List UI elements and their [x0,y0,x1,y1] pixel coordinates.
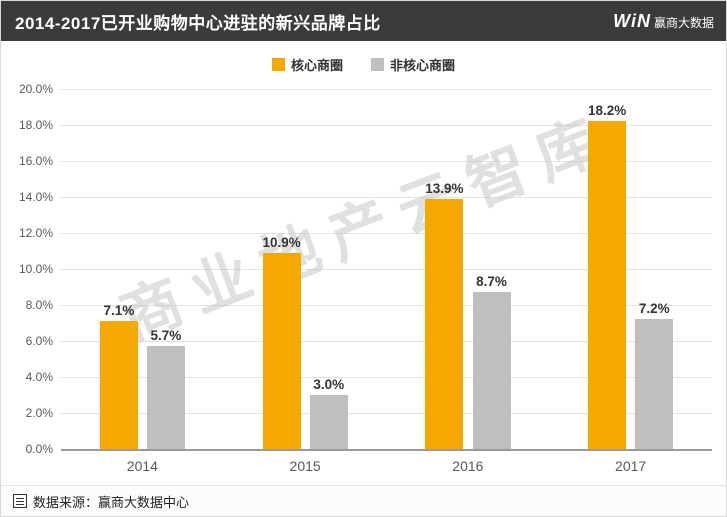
x-axis-label: 2014 [126,458,158,474]
title-bar: 2014-2017已开业购物中心进驻的新兴品牌占比 WiN 赢商大数据 [1,1,726,41]
bar [146,346,185,449]
y-tick-label: 10.0% [18,262,53,276]
bar-with-label: 8.7% [472,89,511,449]
bar-with-label: 18.2% [588,89,626,449]
legend-swatch-icon [371,57,384,71]
win-logo-icon: WiN [613,10,651,31]
y-tick-label: 16.0% [18,154,53,168]
bar-with-label: 5.7% [146,89,185,449]
bar-group: 10.9% 3.0% [224,89,387,449]
y-tick-label: 0.0% [25,442,53,456]
legend-label: 核心商圈 [290,57,343,73]
bar-with-label: 3.0% [309,89,348,449]
bar [635,319,674,449]
brand-logo-label: 赢商大数据 [653,15,714,30]
x-axis-labels: 2014 2015 2016 2017 [61,451,712,481]
value-label: 7.2% [638,301,670,317]
bar-with-label: 7.2% [635,89,674,449]
y-tick-label: 4.0% [25,370,53,384]
value-label: 10.9% [262,234,301,250]
bar-groups: 7.1% 5.7% 10.9% 3.0% 13.9% 8.7% 18.2% 7.2% [61,89,712,449]
bar-group: 7.1% 5.7% [61,89,224,449]
value-label: 18.2% [587,103,627,119]
value-label: 13.9% [425,180,464,196]
bar [99,321,138,449]
page-title: 2014-2017已开业购物中心进驻的新兴品牌占比 [15,13,381,33]
bar-with-label: 7.1% [99,89,138,449]
bar [262,252,301,449]
y-tick-label: 2.0% [25,406,53,420]
legend-item: 核心商圈 [271,55,343,74]
legend-label: 非核心商圈 [390,57,456,73]
bar [588,121,627,449]
gridline [61,161,712,162]
y-tick-label: 6.0% [25,334,53,348]
bar [309,395,348,449]
gridline [61,341,712,342]
gridline [61,377,712,378]
plot-area: 20.0% 18.0% 16.0% 14.0% 12.0% 10.0% 8.0% 6.0% 4.… [19,82,712,456]
source-text: 数据来源：赢商大数据中心 [33,494,190,510]
bar-with-label: 13.9% [425,89,464,449]
brand-logo: WiN 赢商大数据 [613,11,714,32]
bar [425,198,464,449]
bar-chart: 核心商圈 非核心商圈 20.0% 18.0% 16.0% 14.0% 12.0% 10.0%… [1,41,726,485]
bar-group: 18.2% 7.2% [549,89,712,449]
gridline [61,269,712,270]
bar-with-label: 10.9% [262,89,301,449]
x-axis-label: 2015 [289,458,321,474]
value-label: 3.0% [313,377,345,392]
y-tick-label: 12.0% [18,226,53,240]
gridline [61,125,712,126]
gridline [61,233,712,234]
x-axis-label: 2016 [452,458,484,474]
source-note: 数据来源：赢商大数据中心 [1,485,726,516]
value-label: 7.1% [103,303,135,319]
legend-swatch-icon [271,57,285,71]
legend: 核心商圈 非核心商圈 [1,53,726,75]
plot-wrap: 20.0% 18.0% 16.0% 14.0% 12.0% 10.0% 8.0% 6.0% 4.… [19,82,712,456]
gridline [61,413,712,414]
bar [472,292,511,449]
y-tick-label: 18.0% [18,118,53,132]
x-axis-label: 2017 [615,458,647,474]
y-tick-label: 14.0% [18,190,53,204]
gridline [61,197,712,198]
gridline [61,305,712,306]
document-icon [13,494,27,508]
y-tick-label: 20.0% [18,82,53,96]
value-label: 8.7% [476,274,507,290]
legend-item: 非核心商圈 [371,55,455,74]
value-label: 5.7% [150,328,182,344]
gridline [61,89,712,90]
bar-group: 13.9% 8.7% [387,89,550,449]
y-tick-label: 8.0% [25,298,53,312]
